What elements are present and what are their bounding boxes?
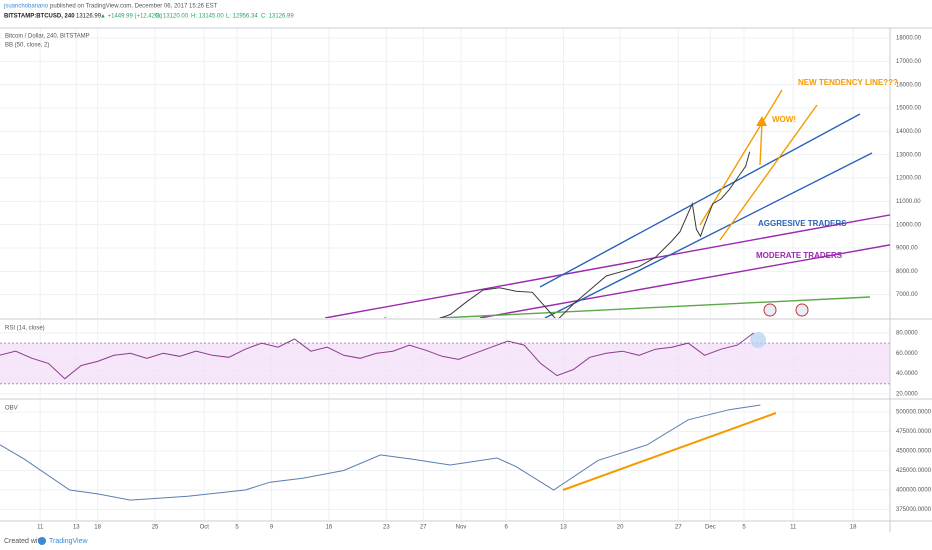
x-tick-label: Oct [200,525,210,531]
series-line [383,151,751,318]
series [383,151,751,318]
trend-line [719,104,818,241]
y-tick-label: 16000.00 [896,82,922,88]
y-tick-label: 500000.0000 [896,410,932,416]
x-tick-label: 27 [675,525,682,531]
trend-line [539,113,861,288]
author[interactable]: jsuanchobanano [3,4,49,10]
annotation: WOW! [772,115,796,124]
y-tick-label: 11000.00 [896,199,921,205]
y-tick-label: 14000.00 [896,129,922,135]
y-tick-label: 13000.00 [896,152,922,158]
x-tick-label: 18 [850,525,857,531]
y-tick-label: 7000.00 [896,292,918,298]
x-tick-label: 11 [37,525,44,531]
x-tick-label: 23 [383,525,390,531]
series [0,404,761,501]
x-tick-label: 27 [420,525,427,531]
y-tick-label: 60.0000 [896,351,918,357]
x-tick-label: 11 [790,525,797,531]
pane-subtitle: BB (50, close, 2) [5,43,49,49]
x-tick-label: 6 [504,525,508,531]
y-tick-label: 8000.00 [896,269,918,275]
highlight [750,332,766,348]
rsi-band [0,343,890,384]
last: 13126.99 [76,14,102,20]
x-tick-label: 16 [326,525,333,531]
series [0,332,755,380]
x-tick-label: 13 [73,525,80,531]
published: published on TradingView.com, December 0… [50,4,218,10]
y-tick-label: 400000.0000 [896,488,932,494]
annotation: MODERATE TRADERS [756,251,843,260]
series-line [0,332,755,380]
logo [38,537,46,545]
trend-line [324,214,890,318]
x-tick-label: 5 [235,525,239,531]
x-tick-label: 9 [270,525,274,531]
y-tick-label: 40.0000 [896,371,918,377]
x-tick-label: Dec [705,525,716,531]
trend-line [699,89,783,226]
open: O: 13120.00 [155,14,189,20]
high: H: 13145.00 [191,14,224,20]
y-tick-label: 20.0000 [896,392,918,398]
pane-title: RSI (14, close) [5,326,45,332]
y-tick-label: 450000.0000 [896,449,932,455]
event-icon[interactable] [795,303,809,317]
y-tick-label: 12000.00 [896,176,922,182]
y-tick-label: 15000.00 [896,106,922,112]
y-tick-label: 375000.0000 [896,507,932,513]
trend-line [439,296,871,318]
arrow-head [756,116,767,126]
y-tick-label: 425000.0000 [896,468,932,474]
trend-line [562,412,777,491]
x-tick-label: 5 [742,525,746,531]
y-tick-label: 9000.00 [896,246,918,252]
symbol: BITSTAMP:BTCUSD, 240 [4,14,75,20]
y-tick-label: 17000.00 [896,59,922,65]
arrow [759,122,763,166]
y-tick-label: 10000.00 [896,222,922,228]
y-tick-label: 475000.0000 [896,429,932,435]
x-tick-label: 18 [94,525,101,531]
event-icon[interactable] [763,303,777,317]
close: C: 13126.99 [261,14,294,20]
y-tick-label: 18000.00 [896,36,922,42]
series-line [0,404,761,501]
footer-text: Created with [4,538,43,545]
annotation: AGGRESIVE TRADERS [758,219,847,228]
change: ▲ +1449.99 (+12.42%) [100,14,162,20]
x-tick-label: 20 [617,525,624,531]
x-tick-label: Nov [456,525,467,531]
pane-title: Bitcoin / Dollar, 240, BITSTAMP [5,34,90,40]
annotation: NEW TENDENCY LINE??? [798,78,898,87]
x-tick-label: 13 [560,525,567,531]
low: L: 12956.34 [226,14,258,20]
pane-title: OBV [5,406,18,412]
trend-line [544,152,873,318]
y-tick-label: 80.0000 [896,330,918,336]
footer-brand[interactable]: TradingView [49,538,88,545]
x-tick-label: 25 [152,525,159,531]
trend-line [479,244,890,318]
